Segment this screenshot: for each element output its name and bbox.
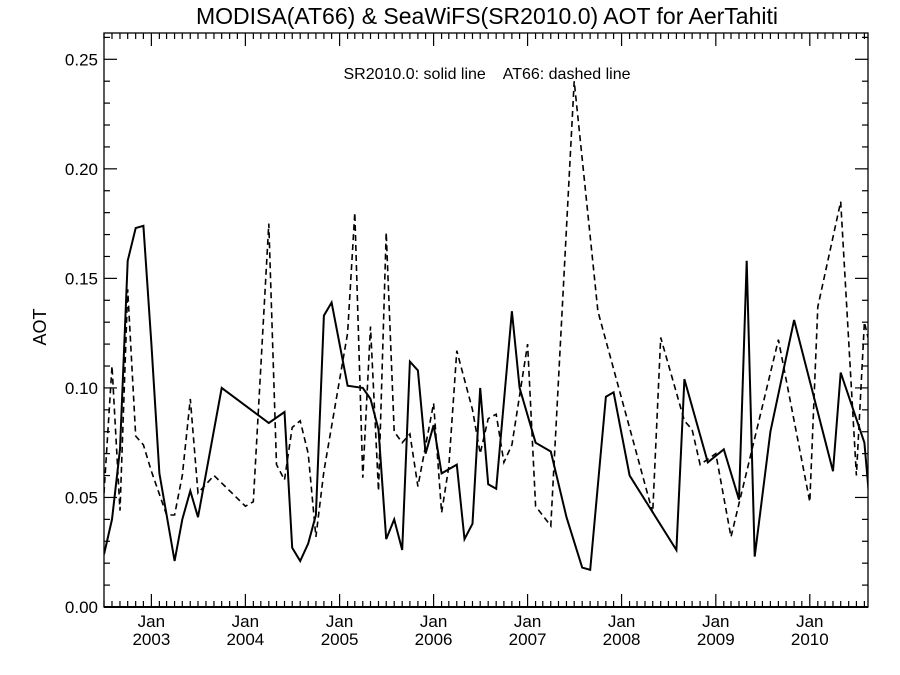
x-tick-month-label: Jan [420,612,447,631]
x-tick-year-label: 2005 [321,630,359,649]
series-line-sr2010-0 [104,224,868,572]
y-tick-label: 0.25 [65,50,98,69]
x-tick-year-label: 2010 [791,630,829,649]
x-tick-month-label: Jan [608,612,635,631]
series-layer [104,81,868,572]
y-tick-label: 0.20 [65,160,98,179]
x-tick-year-label: 2006 [415,630,453,649]
x-tick-month-label: Jan [796,612,823,631]
y-tick-label: 0.00 [65,598,98,617]
x-tick-year-label: 2007 [509,630,547,649]
x-tick-month-label: Jan [514,612,541,631]
x-tick-month-label: Jan [326,612,353,631]
line-style-annotation: SR2010.0: solid line AT66: dashed line [344,66,631,83]
y-axis-label: AOT [30,308,50,345]
x-tick-month-label: Jan [232,612,259,631]
x-tick-month-label: Jan [138,612,165,631]
y-tick-label: 0.15 [65,269,98,288]
x-axis: Jan2003Jan2004Jan2005Jan2006Jan2007Jan20… [103,33,865,649]
x-tick-year-label: 2008 [603,630,641,649]
y-tick-label: 0.05 [65,488,98,507]
y-tick-label: 0.10 [65,379,98,398]
x-tick-month-label: Jan [702,612,729,631]
x-tick-year-label: 2004 [226,630,264,649]
x-tick-year-label: 2003 [132,630,170,649]
x-tick-year-label: 2009 [697,630,735,649]
chart-title: MODISA(AT66) & SeaWiFS(SR2010.0) AOT for… [196,3,778,29]
